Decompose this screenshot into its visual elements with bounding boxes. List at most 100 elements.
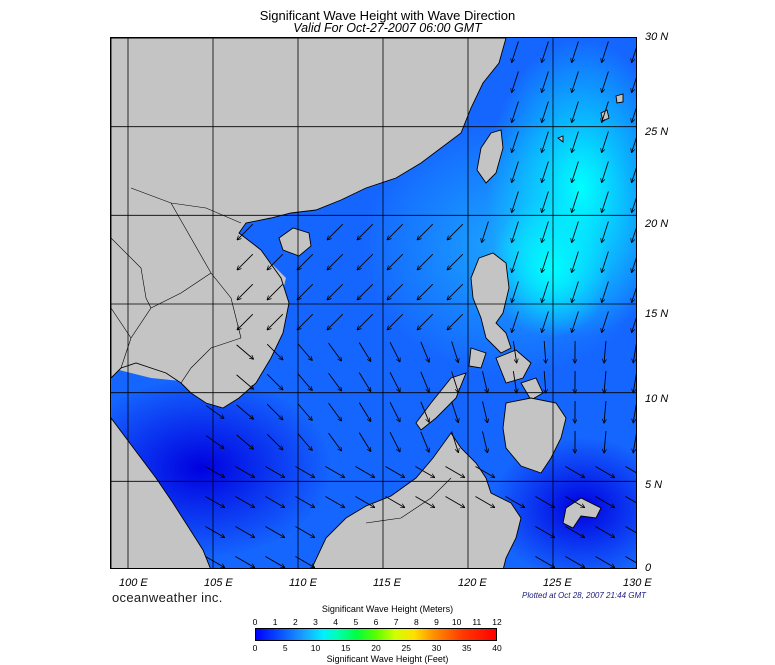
direction-arrow (387, 253, 404, 270)
direction-arrow (542, 101, 549, 123)
direction-arrow (266, 373, 283, 390)
direction-arrow (512, 161, 519, 183)
direction-arrow (632, 47, 636, 63)
land-layer (111, 38, 624, 568)
direction-arrow (447, 223, 464, 240)
direction-arrow (604, 341, 606, 363)
direction-arrow (632, 317, 636, 333)
direction-arrow (327, 223, 344, 240)
legend-meters-tick: 6 (373, 617, 379, 627)
legend-feet-tick: 5 (282, 643, 288, 653)
direction-arrow (420, 401, 429, 422)
direction-arrow (451, 341, 459, 363)
direction-arrow (325, 466, 344, 478)
direction-arrow (328, 432, 342, 451)
direction-arrow (475, 496, 494, 508)
legend-meters-tick: 3 (313, 617, 318, 627)
legend-meters-tick: 11 (472, 617, 482, 627)
direction-arrow (625, 496, 636, 504)
direction-arrow (389, 401, 400, 422)
direction-arrow (572, 311, 579, 333)
direction-arrow (451, 371, 459, 393)
lon-label-125e: 125 E (543, 577, 572, 589)
direction-arrow (602, 131, 609, 153)
direction-arrow (632, 137, 636, 153)
legend-meters-title: Significant Wave Height (Meters) (321, 604, 454, 614)
direction-arrow (445, 466, 464, 478)
direction-arrow (266, 343, 283, 360)
lon-label-120e: 120 E (458, 577, 487, 589)
direction-arrow (358, 372, 370, 392)
direction-arrow (445, 496, 464, 508)
lon-label-110e: 110 E (289, 577, 317, 589)
direction-arrow (385, 496, 404, 508)
direction-arrow (632, 167, 636, 183)
lat-label-0: 0 (645, 562, 652, 574)
direction-arrow (327, 253, 344, 270)
direction-arrow (205, 496, 224, 508)
direction-arrow (447, 283, 464, 300)
direction-arrow (482, 401, 487, 422)
lon-label-100e: 100 E (119, 577, 148, 589)
direction-arrow (267, 253, 284, 270)
direction-arrow (542, 41, 549, 63)
direction-arrow (542, 281, 549, 303)
direction-arrow (236, 434, 254, 449)
direction-arrow (357, 253, 374, 270)
direction-arrow (512, 251, 519, 273)
direction-arrow (265, 496, 284, 508)
direction-arrow (625, 466, 636, 474)
legend-meters-tick: 2 (292, 617, 298, 627)
direction-arrow (512, 341, 516, 363)
direction-arrow (512, 41, 519, 63)
legend-meters-tick: 5 (353, 617, 359, 627)
direction-arrow (295, 556, 314, 568)
direction-arrow (542, 161, 549, 183)
direction-arrow (265, 556, 284, 568)
direction-arrow (535, 526, 554, 538)
direction-arrow (595, 556, 614, 568)
direction-arrow (297, 433, 312, 451)
direction-arrow (387, 313, 404, 330)
direction-arrow (632, 257, 636, 273)
direction-arrow (512, 281, 519, 303)
direction-arrow (625, 556, 636, 564)
direction-arrow (542, 251, 549, 273)
direction-arrow (236, 404, 254, 419)
direction-arrow (267, 283, 284, 300)
legend-color-bar (255, 628, 497, 641)
direction-arrow (415, 496, 434, 508)
legend-feet-tick: 0 (252, 643, 258, 653)
direction-arrow (235, 466, 254, 478)
direction-arrow (565, 556, 584, 568)
direction-arrow (265, 526, 284, 538)
direction-arrow (482, 371, 487, 392)
direction-arrow (205, 556, 224, 568)
direction-arrow (512, 191, 519, 213)
direction-arrow (565, 526, 584, 538)
direction-arrow (297, 343, 312, 361)
direction-arrow (572, 71, 579, 93)
direction-arrow (451, 431, 459, 453)
legend-feet-tick: 40 (492, 643, 502, 653)
direction-arrow (604, 431, 606, 453)
direction-arrow (266, 403, 283, 420)
legend-meters-tick: 7 (393, 617, 399, 627)
direction-arrow (417, 283, 434, 300)
direction-arrow (420, 341, 429, 362)
direction-arrow (205, 405, 224, 419)
direction-arrow (535, 556, 554, 568)
direction-arrow (542, 191, 549, 213)
direction-arrow (235, 556, 254, 568)
direction-arrow (595, 496, 614, 508)
direction-arrow (572, 251, 579, 273)
direction-arrow (632, 107, 636, 123)
direction-arrow (328, 402, 342, 421)
direction-arrow (420, 431, 429, 452)
lon-label-105e: 105 E (204, 577, 233, 589)
direction-arrow (544, 370, 546, 393)
direction-arrow (475, 466, 494, 478)
direction-arrow (602, 101, 609, 123)
direction-arrow (633, 343, 636, 363)
direction-arrow (295, 526, 314, 538)
